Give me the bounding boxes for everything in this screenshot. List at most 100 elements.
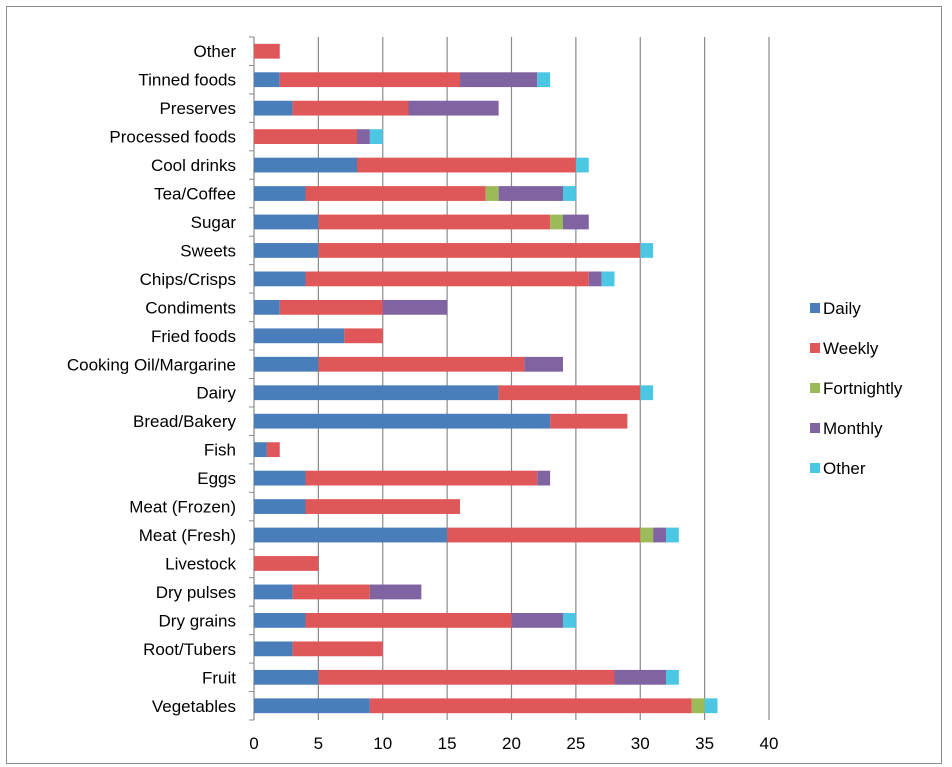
bar-chips-crisps-daily <box>254 271 306 287</box>
bar-dairy-weekly <box>498 385 641 401</box>
bar-meat-frozen-weekly <box>305 499 460 514</box>
x-tick-label: 5 <box>314 734 323 753</box>
category-label: Other <box>193 42 236 61</box>
bar-sugar-fortnightly <box>550 214 563 230</box>
category-label: Sugar <box>191 213 237 232</box>
bar-root-tubers-weekly <box>292 641 383 657</box>
legend-label-monthly: Monthly <box>823 419 883 438</box>
legend-label-other: Other <box>823 459 866 478</box>
bar-sweets-other <box>640 243 654 258</box>
gridlines <box>317 37 770 720</box>
category-label: Dairy <box>196 384 236 403</box>
bar-processed-foods-monthly <box>357 129 370 145</box>
bar-tea-coffee-weekly <box>305 186 486 201</box>
bar-chips-crisps-weekly <box>305 271 589 287</box>
category-label: Fruit <box>202 668 236 687</box>
legend-label-daily: Daily <box>823 299 861 318</box>
bar-preserves-weekly <box>292 100 409 116</box>
x-tick-label: 40 <box>760 734 779 753</box>
category-label: Vegetables <box>152 697 236 716</box>
bar-fruit-daily <box>254 669 319 685</box>
bar-dry-pulses-monthly <box>369 584 422 600</box>
bar-fish-weekly <box>266 442 280 458</box>
bar-bread-bakery-daily <box>254 413 551 429</box>
bar-condiments-weekly <box>279 299 383 315</box>
bar-tea-coffee-other <box>563 186 576 201</box>
bar-preserves-monthly <box>408 100 499 116</box>
category-label: Dry pulses <box>156 583 236 602</box>
category-label: Tea/Coffee <box>154 185 236 204</box>
x-tick-label: 10 <box>373 734 392 753</box>
bar-vegetables-fortnightly <box>691 698 705 714</box>
bar-cool-drinks-other <box>575 157 589 173</box>
bar-fruit-other <box>666 669 679 685</box>
bar-cooking-oil-margarine-monthly <box>524 356 563 372</box>
bar-processed-foods-other <box>369 129 383 145</box>
category-label: Meat (Fresh) <box>139 526 236 545</box>
x-tick-label: 0 <box>249 734 258 753</box>
bar-dry-pulses-daily <box>254 584 293 600</box>
category-label: Condiments <box>145 298 236 317</box>
bar-processed-foods-weekly <box>254 129 357 145</box>
category-label: Bread/Bakery <box>133 412 236 431</box>
category-label: Cooking Oil/Margarine <box>67 355 236 374</box>
bar-chips-crisps-monthly <box>588 271 602 287</box>
bar-meat-fresh-monthly <box>653 527 666 543</box>
bar-sugar-daily <box>254 214 319 230</box>
bar-dairy-other <box>640 385 654 401</box>
bar-fish-daily <box>254 442 267 458</box>
x-tick-label: 20 <box>502 734 521 753</box>
bar-condiments-daily <box>254 299 280 315</box>
category-label: Livestock <box>165 554 236 573</box>
bar-dairy-daily <box>254 385 499 401</box>
category-label: Dry grains <box>159 611 236 630</box>
bar-sweets-daily <box>254 243 319 258</box>
bar-sweets-weekly <box>318 243 641 258</box>
bar-fruit-weekly <box>318 669 615 685</box>
category-label: Root/Tubers <box>143 640 236 659</box>
bar-chips-crisps-other <box>601 271 615 287</box>
legend-swatch-monthly <box>810 423 820 433</box>
legend-label-weekly: Weekly <box>823 339 879 358</box>
bar-tinned-foods-other <box>537 72 551 88</box>
bar-meat-frozen-daily <box>254 499 306 514</box>
bar-meat-fresh-weekly <box>447 527 641 543</box>
bars <box>254 43 718 714</box>
bar-tinned-foods-daily <box>254 72 280 88</box>
bar-vegetables-daily <box>254 698 370 714</box>
bar-dry-grains-monthly <box>511 612 563 628</box>
bar-tea-coffee-daily <box>254 186 306 201</box>
bar-tea-coffee-monthly <box>498 186 563 201</box>
x-tick-label: 25 <box>566 734 585 753</box>
category-label: Eggs <box>197 469 236 488</box>
bar-tea-coffee-fortnightly <box>485 186 499 201</box>
x-tick-label: 35 <box>695 734 714 753</box>
bar-cooking-oil-margarine-daily <box>254 356 319 372</box>
bar-livestock-weekly <box>254 556 319 571</box>
category-label: Chips/Crisps <box>140 270 236 289</box>
category-label: Meat (Frozen) <box>129 498 236 517</box>
bar-vegetables-other <box>704 698 718 714</box>
bar-dry-pulses-weekly <box>292 584 370 600</box>
legend-swatch-other <box>810 463 820 473</box>
bar-root-tubers-daily <box>254 641 293 657</box>
bar-sugar-monthly <box>563 214 589 230</box>
legend-label-fortnightly: Fortnightly <box>823 379 903 398</box>
legend-swatch-weekly <box>810 343 820 353</box>
bar-dry-grains-other <box>563 612 576 628</box>
category-label: Fish <box>204 441 236 460</box>
bar-eggs-monthly <box>537 470 551 486</box>
axes <box>249 36 255 721</box>
bar-cool-drinks-daily <box>254 157 357 173</box>
category-label: Cool drinks <box>151 156 236 175</box>
bar-bread-bakery-weekly <box>550 413 628 429</box>
x-tick-label: 15 <box>438 734 457 753</box>
bar-fried-foods-daily <box>254 328 345 344</box>
bar-meat-fresh-fortnightly <box>640 527 654 543</box>
bar-eggs-daily <box>254 470 306 486</box>
bar-cool-drinks-weekly <box>357 157 576 173</box>
legend-swatch-daily <box>810 303 820 313</box>
bar-vegetables-weekly <box>369 698 692 714</box>
chart-frame <box>6 6 942 764</box>
